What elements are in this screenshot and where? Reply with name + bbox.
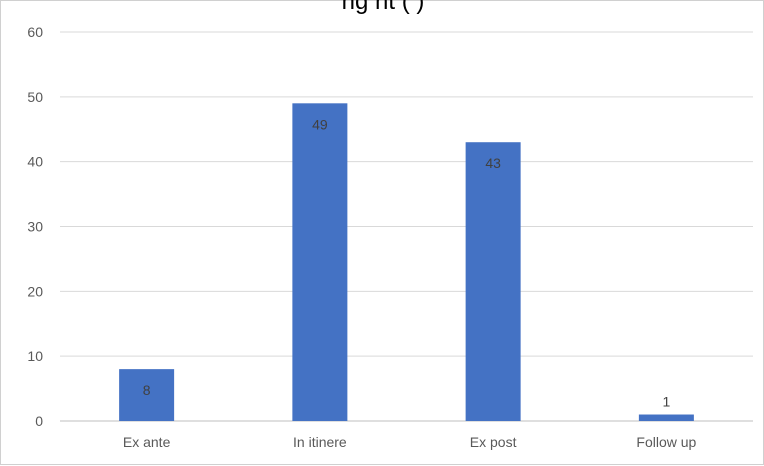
data-label: 1 (662, 394, 670, 410)
gridlines (60, 31, 753, 422)
y-tick-label: 30 (27, 219, 43, 235)
data-label: 8 (143, 382, 151, 398)
x-tick-label: Ex post (470, 434, 517, 450)
bar-follow-up (638, 414, 694, 421)
y-tick-label: 20 (27, 283, 43, 299)
y-axis-ticks: 0 10 20 30 40 50 60 (27, 24, 43, 429)
data-labels: 8 49 43 1 (143, 116, 671, 409)
bar-ex-ante (119, 369, 175, 421)
y-tick-label: 50 (27, 89, 43, 105)
data-label: 49 (312, 116, 328, 132)
y-tick-label: 10 (27, 348, 43, 364)
x-axis-ticks: Ex ante In itinere Ex post Follow up (123, 434, 697, 450)
y-tick-label: 40 (27, 154, 43, 170)
x-tick-label: Follow up (636, 434, 696, 450)
bars (119, 103, 694, 422)
bar-in-itinere (292, 103, 348, 422)
x-tick-label: Ex ante (123, 434, 171, 450)
chart-title: ng nt ( ) (341, 0, 425, 15)
y-tick-label: 60 (27, 24, 43, 40)
x-tick-label: In itinere (293, 434, 347, 450)
y-tick-label: 0 (35, 413, 43, 429)
data-label: 43 (485, 155, 501, 171)
bar-ex-post (465, 142, 521, 421)
